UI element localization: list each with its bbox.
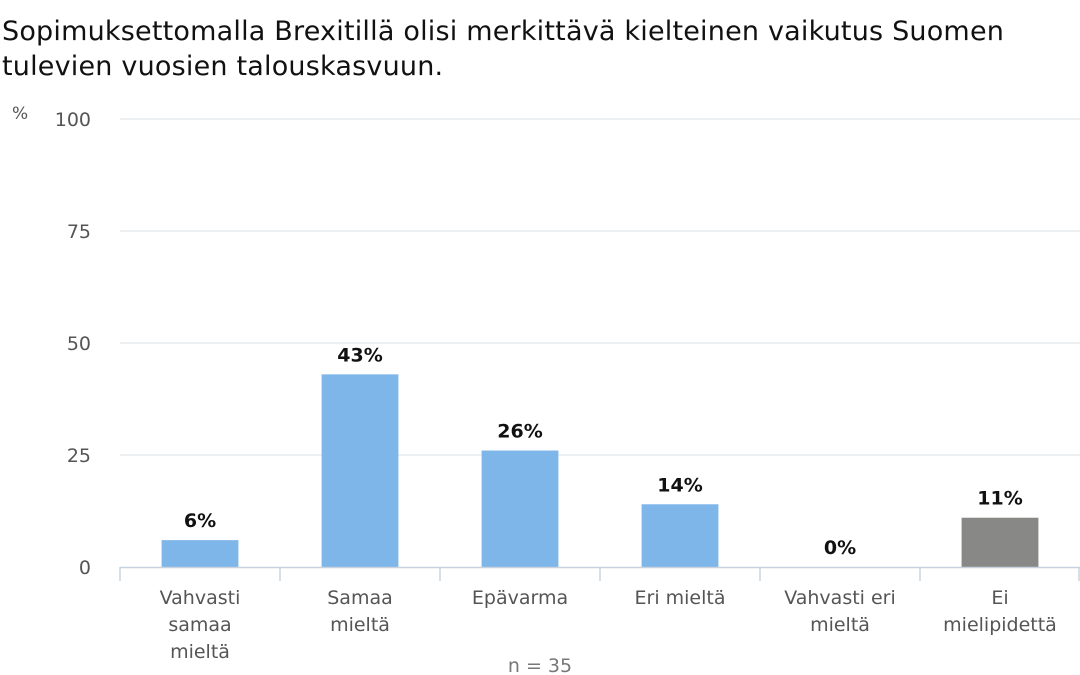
data-label: 26% [497, 421, 542, 443]
y-tick-label: 0 [79, 557, 91, 579]
y-tick-label: 25 [67, 445, 91, 467]
x-category-label: Ei mielipidettä [943, 587, 1057, 636]
bar [161, 540, 239, 567]
y-axis-unit-label: % [12, 104, 28, 124]
bar [641, 504, 719, 567]
sample-size-note: n = 35 [508, 655, 572, 675]
x-category-label: Samaa mieltä [327, 587, 393, 636]
bar [321, 374, 399, 567]
x-category-label: Vahvasti eri mieltä [784, 587, 896, 636]
y-tick-label: 100 [55, 109, 91, 131]
bar [961, 517, 1039, 567]
x-category-label: Vahvasti samaa mieltä [160, 587, 241, 663]
data-label: 6% [184, 510, 216, 532]
bar [481, 450, 559, 567]
y-tick-label: 50 [67, 333, 91, 355]
data-label: 0% [824, 537, 856, 559]
y-tick-label: 75 [67, 221, 91, 243]
data-label: 11% [977, 488, 1022, 510]
data-label: 14% [657, 474, 702, 496]
x-category-label: Epävarma [472, 587, 568, 609]
data-label: 43% [337, 344, 382, 366]
chart-title: Sopimuksettomalla Brexitillä olisi merki… [2, 16, 1005, 82]
x-category-label: Eri mieltä [635, 587, 726, 609]
